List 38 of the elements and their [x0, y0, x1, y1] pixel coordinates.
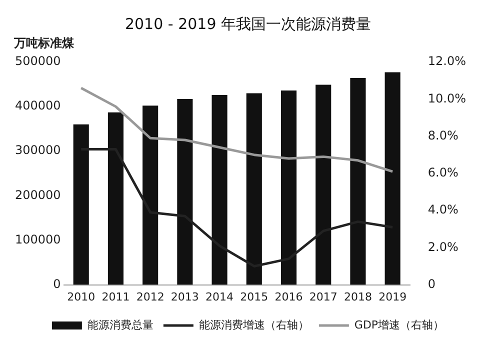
legend-label: GDP增速（右轴） [354, 318, 444, 332]
x-tick-label: 2018 [344, 290, 372, 304]
y2-tick-label: 12.0% [428, 54, 466, 68]
y2-tick-label: 10.0% [428, 91, 466, 106]
bar [316, 84, 332, 285]
bar [384, 72, 400, 285]
x-tick-label: 2014 [206, 290, 234, 304]
x-tick-label: 2019 [378, 290, 407, 304]
x-tick-label: 2010 [67, 290, 96, 304]
y2-tick-label: 0 [428, 276, 436, 291]
y2-tick-label: 4.0% [428, 202, 458, 217]
bar [142, 106, 158, 285]
bar [108, 112, 124, 285]
y-tick-label: 300000 [14, 143, 61, 158]
y-axis-title: 万吨标准煤 [13, 36, 75, 50]
x-tick-label: 2016 [274, 290, 303, 304]
y-tick-label: 0 [53, 276, 61, 291]
bar [212, 94, 228, 285]
chart-title: 2010 - 2019 年我国一次能源消费量 [124, 14, 372, 33]
bar [246, 93, 262, 285]
bar [350, 78, 366, 285]
legend-label: 能源消费增速（右轴） [198, 318, 309, 332]
y-tick-label: 200000 [14, 188, 61, 202]
bar [73, 124, 89, 285]
y-tick-label: 400000 [14, 98, 61, 113]
x-tick-label: 2012 [136, 290, 164, 304]
y2-tick-label: 2.0% [428, 240, 458, 254]
y2-tick-label: 8.0% [428, 128, 458, 142]
legend-label: 能源消费总量 [87, 318, 154, 332]
y-tick-label: 100000 [14, 232, 61, 246]
x-tick-label: 2017 [309, 290, 338, 304]
x-tick-label: 2015 [240, 290, 268, 304]
y2-tick-label: 6.0% [428, 166, 458, 180]
x-tick-label: 2013 [170, 290, 199, 304]
bar [280, 90, 297, 285]
x-tick-label: 2011 [102, 290, 130, 304]
y-tick-label: 500000 [14, 54, 61, 68]
bar [177, 98, 193, 285]
